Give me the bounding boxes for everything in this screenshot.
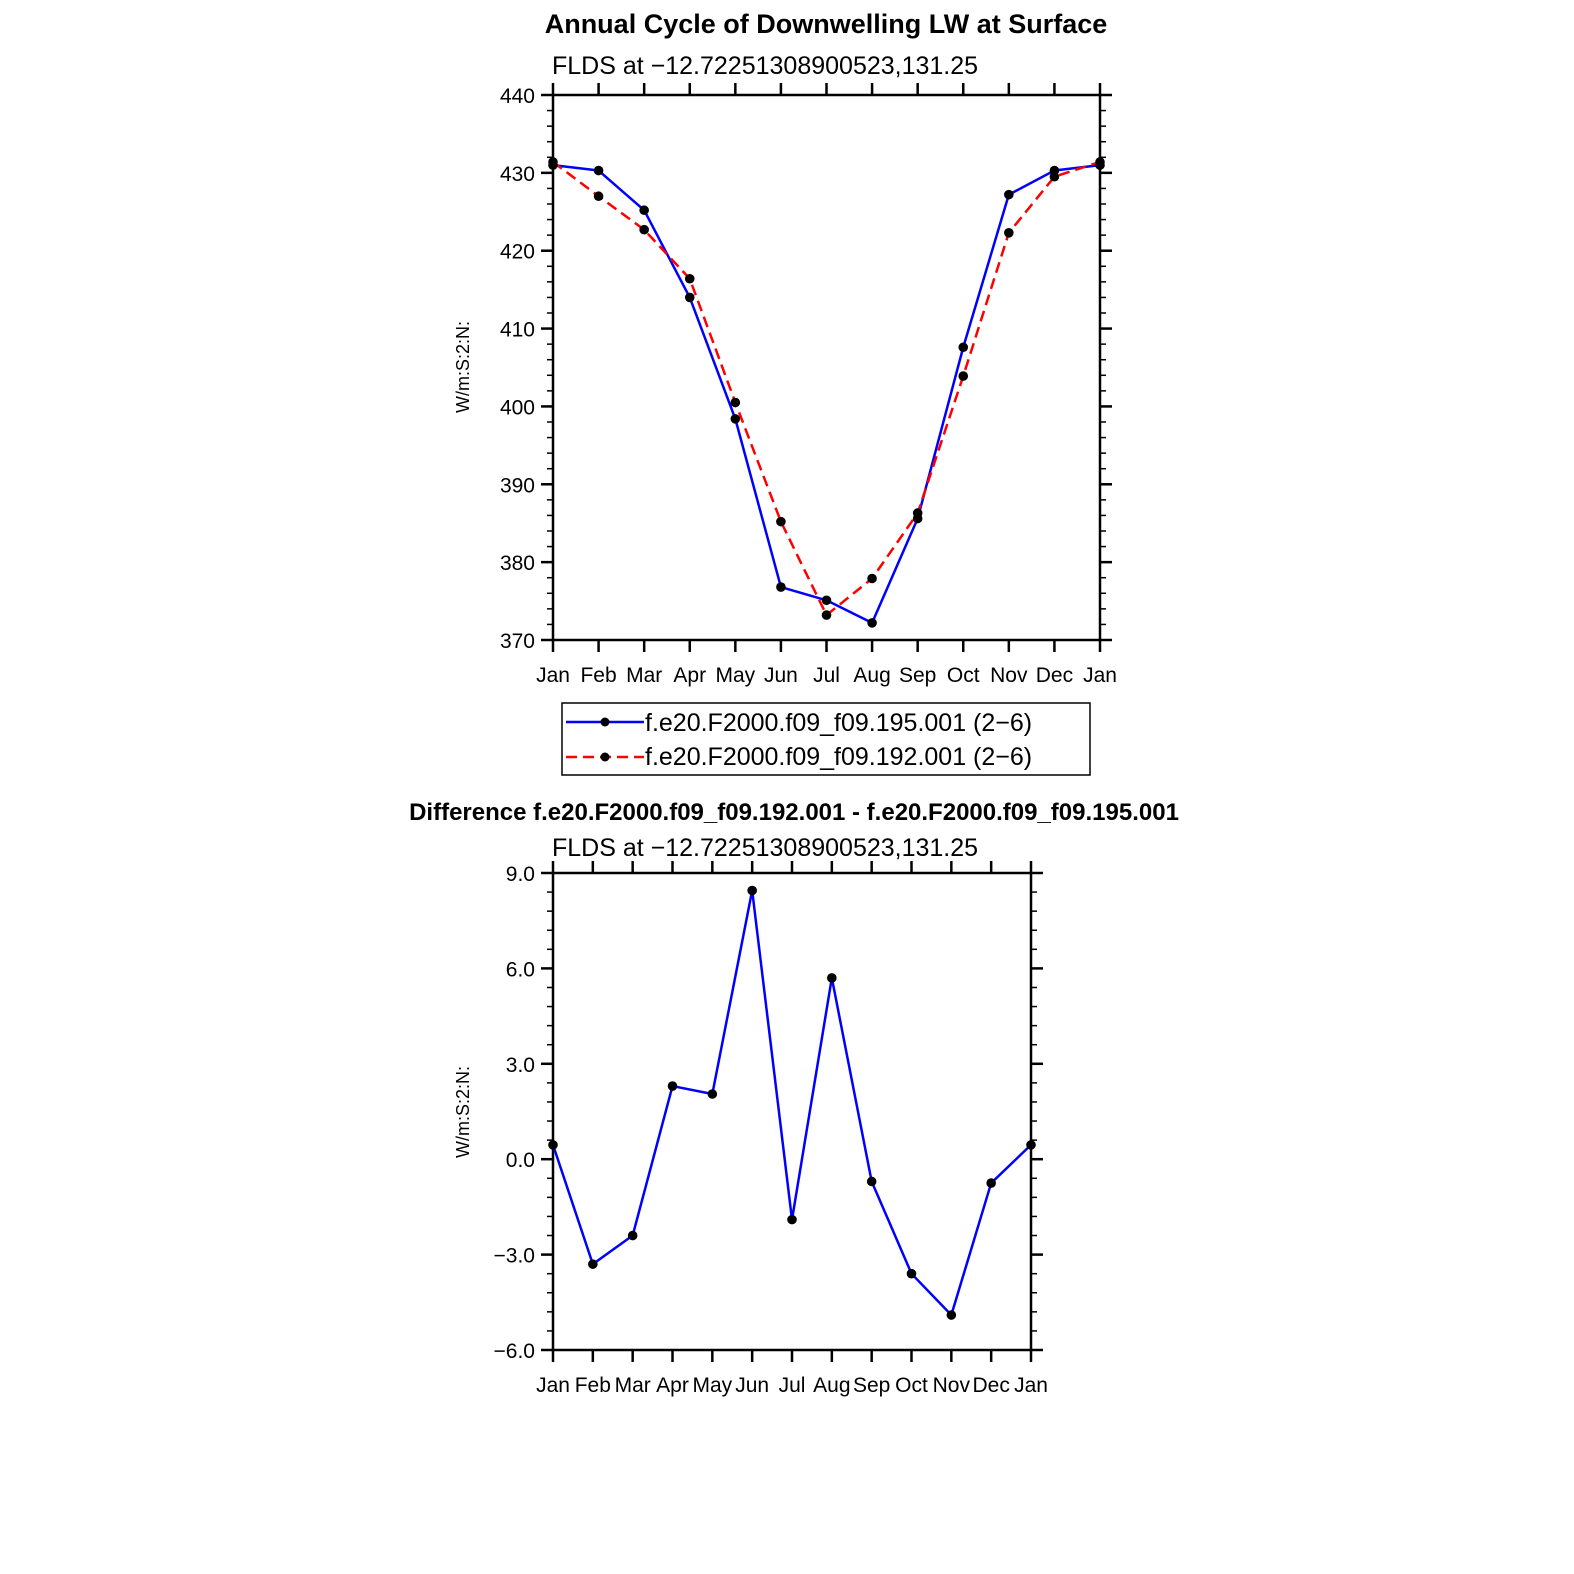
- data-point-s1-11: [1049, 171, 1060, 182]
- data-point-s0-4: [707, 1089, 718, 1099]
- plot-frame: [551, 871, 1033, 1352]
- data-point-s1-8: [912, 508, 923, 518]
- xtick-label: Oct: [895, 1374, 928, 1397]
- xtick-label: Aug: [853, 664, 890, 687]
- data-point-s0-10: [946, 1310, 957, 1320]
- xtick-label: Apr: [673, 664, 706, 687]
- xtick-label: Sep: [899, 664, 936, 687]
- ytick-label: 6.0: [506, 958, 535, 981]
- chart2-ylabel: W/m:S:2:N:: [453, 1066, 473, 1158]
- data-point-s0-2: [639, 205, 649, 216]
- xtick-label: Dec: [972, 1374, 1009, 1397]
- xtick-label: Aug: [813, 1374, 850, 1397]
- ytick-label: 430: [500, 163, 535, 186]
- data-point-s0-3: [667, 1081, 678, 1091]
- xtick-label: Sep: [853, 1374, 890, 1397]
- xtick-label: Nov: [933, 1374, 971, 1397]
- data-point-s1-1: [593, 191, 604, 202]
- ytick-label: 410: [500, 319, 535, 342]
- xtick-label: Jan: [536, 1374, 570, 1397]
- xtick-label: Oct: [947, 664, 980, 687]
- ytick-label: 0.0: [506, 1149, 535, 1172]
- data-point-s1-12: [1095, 157, 1105, 167]
- data-point-s0-2: [627, 1230, 638, 1241]
- xtick-label: Jun: [764, 664, 798, 687]
- data-point-s0-5: [747, 885, 757, 896]
- data-point-s1-0: [548, 157, 558, 167]
- xtick-label: Jan: [1014, 1374, 1048, 1397]
- chart2-title: Difference f.e20.F2000.f09_f09.192.001 -…: [409, 799, 1179, 826]
- chart1-legend: f.e20.F2000.f09_f09.195.001 (2−6) f.e20.…: [561, 702, 1091, 776]
- data-point-s0-5: [776, 582, 786, 592]
- data-point-s1-3: [684, 273, 695, 284]
- data-point-s0-12: [1026, 1140, 1036, 1150]
- data-point-s0-7: [827, 973, 837, 983]
- chart2-subtitle: FLDS at −12.72251308900523,131.25: [552, 834, 978, 862]
- xtick-label: May: [715, 664, 755, 687]
- xtick-label: Jul: [813, 664, 840, 687]
- data-point-s0-4: [730, 414, 741, 424]
- ytick-label: 420: [500, 241, 535, 264]
- legend-label-red: f.e20.F2000.f09_f09.192.001 (2−6): [645, 743, 1032, 771]
- xtick-label: Feb: [575, 1374, 611, 1397]
- data-point-s0-6: [821, 595, 832, 606]
- xtick-label: May: [692, 1374, 732, 1397]
- data-point-s0-9: [958, 342, 969, 353]
- ytick-label: 9.0: [506, 863, 535, 886]
- xtick-label: Feb: [580, 664, 616, 687]
- data-point-s0-7: [867, 618, 877, 628]
- data-point-s0-0: [548, 1140, 558, 1150]
- chart1-ylabel: W/m:S:2:N:: [453, 321, 473, 413]
- xtick-label: Apr: [656, 1374, 689, 1397]
- legend-label-blue: f.e20.F2000.f09_f09.195.001 (2−6): [645, 709, 1032, 737]
- data-point-s0-3: [684, 292, 695, 303]
- chart1-subtitle: FLDS at −12.72251308900523,131.25: [552, 52, 978, 80]
- data-point-s0-11: [986, 1178, 996, 1188]
- ytick-label: 380: [500, 552, 535, 575]
- ytick-label: 370: [500, 630, 535, 653]
- chart1-title: Annual Cycle of Downwelling LW at Surfac…: [545, 9, 1108, 39]
- data-point-s1-9: [958, 371, 969, 381]
- ytick-label: 440: [500, 85, 535, 108]
- chart1-plot: 370 380 390 400 410 420 430 440 Jan Feb Mar Apr May J…: [500, 83, 1117, 687]
- legend-frame: [561, 702, 1091, 776]
- data-point-s0-9: [906, 1268, 917, 1279]
- xtick-label: Mar: [626, 664, 662, 687]
- data-point-s1-5: [776, 516, 786, 527]
- xtick-label: Nov: [990, 664, 1028, 687]
- xtick-label: Mar: [615, 1374, 651, 1397]
- legend-marker-blue: [600, 717, 610, 727]
- data-point-s0-1: [588, 1259, 598, 1269]
- series-line-0: [551, 889, 1032, 1317]
- legend-marker-red: [600, 752, 610, 762]
- data-point-s0-10: [1004, 189, 1014, 200]
- data-point-s0-1: [593, 165, 604, 176]
- ytick-label: 390: [500, 474, 535, 497]
- xtick-label: Jul: [779, 1374, 806, 1397]
- data-point-s1-7: [867, 573, 877, 584]
- xtick-label: Jan: [536, 664, 570, 687]
- xtick-label: Dec: [1036, 664, 1073, 687]
- ytick-label: −3.0: [494, 1245, 535, 1268]
- xtick-label: Jan: [1083, 664, 1117, 687]
- series-line-0: [552, 163, 1101, 625]
- data-point-s0-8: [866, 1176, 877, 1187]
- series-line-1: [552, 160, 1101, 617]
- ytick-label: −6.0: [494, 1340, 535, 1363]
- data-point-s1-10: [1004, 228, 1014, 238]
- plot-frame: [551, 93, 1102, 642]
- data-point-s0-6: [787, 1214, 797, 1225]
- data-point-s1-2: [639, 224, 649, 235]
- data-point-s1-6: [821, 610, 832, 620]
- ytick-label: 3.0: [506, 1054, 535, 1077]
- xtick-label: Jun: [735, 1374, 769, 1397]
- data-point-s1-4: [730, 397, 741, 408]
- ytick-label: 400: [500, 396, 535, 419]
